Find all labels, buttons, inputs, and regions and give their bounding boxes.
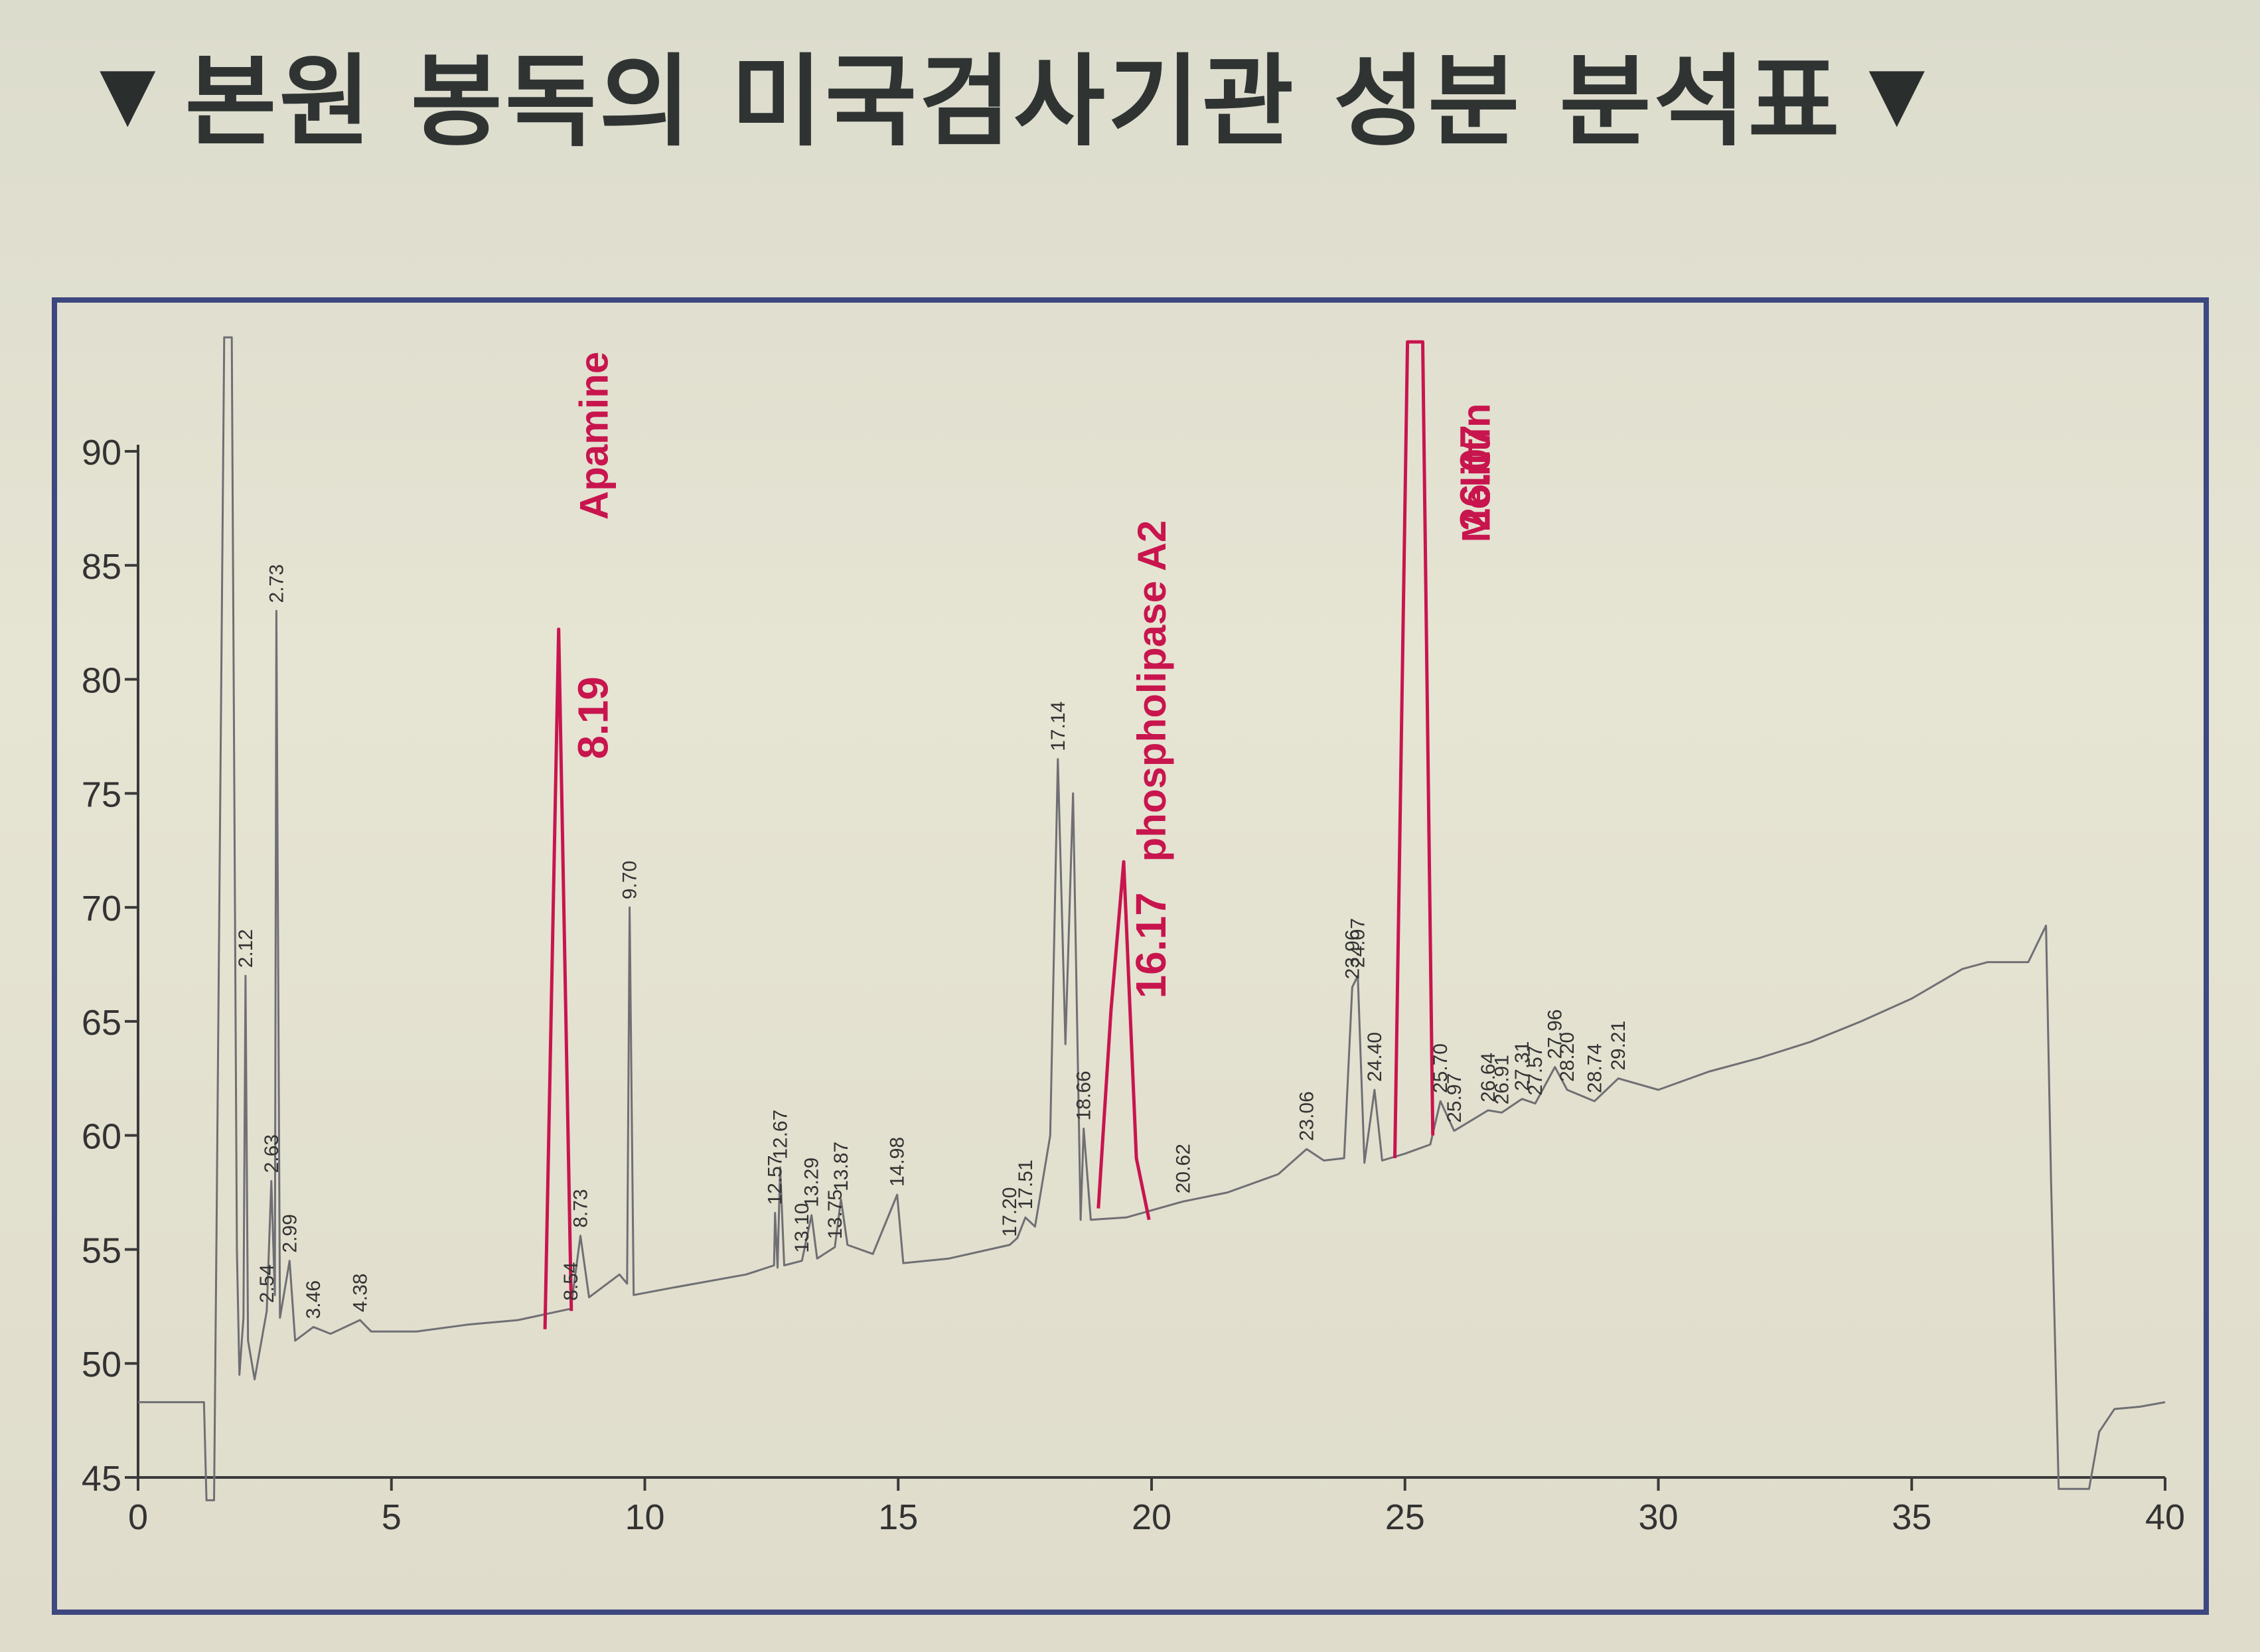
peak-label: 18.66: [1073, 1071, 1095, 1120]
peak-label: 28.20: [1556, 1032, 1578, 1082]
triangle-down-icon: ▼: [100, 50, 159, 135]
peak-label: 27.57: [1525, 1046, 1546, 1096]
peak-label: 13.10: [791, 1203, 813, 1253]
peak-label: 23.06: [1296, 1091, 1318, 1141]
x-tick-label: 40: [2145, 1497, 2185, 1537]
peak-label: 13.75: [824, 1189, 846, 1239]
peak-label: 29.21: [1608, 1021, 1629, 1071]
peak-label: 2.63: [261, 1134, 283, 1173]
y-tick-label: 75: [82, 775, 121, 814]
y-tick-label: 90: [82, 433, 121, 473]
triangle-down-icon: ▼: [1868, 50, 1928, 135]
peak-label: 8.73: [570, 1189, 592, 1227]
peak-label: 17.51: [1015, 1160, 1037, 1209]
x-tick-label: 35: [1892, 1497, 1931, 1537]
y-tick-label: 70: [82, 889, 121, 929]
x-tick-label: 25: [1385, 1497, 1425, 1537]
peak-label: 2.54: [256, 1264, 278, 1303]
peak-label: 28.74: [1584, 1043, 1606, 1093]
x-tick-label: 0: [128, 1497, 148, 1537]
y-tick-label: 60: [82, 1117, 121, 1157]
y-tick-label: 50: [82, 1345, 121, 1385]
y-tick-label: 65: [82, 1003, 121, 1043]
annotation-name: Apamine: [571, 352, 616, 520]
peak-label: 25.97: [1444, 1073, 1466, 1123]
annotations: 8.19 Apamine 16.17 phospholipase A2 26.07Mel…: [569, 352, 1499, 999]
peak-label: 2.73: [265, 564, 287, 603]
chart-frame: [52, 297, 2209, 1615]
peak-label: 17.20: [999, 1187, 1021, 1237]
title-text: 본원 봉독의 미국검사기관 성분 분석표: [185, 44, 1843, 160]
highlight-peak-line: [543, 627, 573, 1329]
y-tick-label: 85: [82, 547, 121, 587]
y-tick-label: 55: [82, 1231, 121, 1270]
peak-label: 20.62: [1172, 1144, 1194, 1193]
peak-label: 2.99: [279, 1214, 301, 1252]
peak-label: 3.46: [303, 1280, 325, 1319]
peak-label: 25.70: [1430, 1043, 1452, 1093]
axes: 0 5 10 15 20 25 30 35 40 45 50 55 60 65 70 75 80 85 90: [82, 433, 2185, 1537]
peak-label: 27.96: [1544, 1010, 1566, 1059]
highlight-peak-line: [1096, 860, 1151, 1221]
annotation-time: 16.17: [1127, 892, 1175, 998]
annotation-name: phospholipase A2: [1130, 520, 1174, 862]
y-tick-label: 80: [82, 661, 121, 701]
page-title: ▼ 본원 봉독의 미국검사기관 성분 분석표 ▼: [100, 20, 1925, 166]
peak-label: 27.31: [1511, 1041, 1533, 1091]
x-tick-label: 30: [1638, 1497, 1678, 1537]
peak-label: 8.54: [560, 1262, 582, 1300]
peak-label: 17.14: [1047, 702, 1069, 751]
peak-label: 24.40: [1364, 1032, 1386, 1082]
peak-label: 12.57: [765, 1155, 787, 1205]
peak-label: 23.96: [1341, 929, 1363, 979]
peak-labels: 2.12 2.54 2.63 2.73 2.99 3.46 4.38 8.54 8.73 9.70…: [235, 564, 1629, 1319]
peak-label: 14.98: [887, 1137, 909, 1187]
highlight-peak-line: [1393, 340, 1435, 1159]
peak-label: 13.29: [801, 1158, 823, 1207]
chromatogram-trace: [138, 336, 2166, 1501]
peak-label: 4.38: [349, 1274, 371, 1312]
peak-label: 2.12: [235, 929, 257, 968]
annotation-time: 8.19: [569, 676, 617, 759]
peak-label: 12.67: [769, 1110, 791, 1160]
peak-label: 26.64: [1477, 1053, 1499, 1102]
x-tick-label: 10: [625, 1497, 664, 1537]
y-tick-label: 45: [82, 1459, 121, 1499]
x-tick-label: 20: [1132, 1497, 1171, 1537]
annotation-time: 26.07: [1452, 425, 1499, 531]
peak-label: 24.07: [1347, 918, 1369, 968]
x-tick-label: 5: [382, 1497, 402, 1537]
peak-label: 13.87: [830, 1142, 852, 1191]
x-tick-label: 15: [878, 1497, 918, 1537]
annotation-name: Melittin: [1454, 403, 1499, 542]
peak-label: 9.70: [619, 861, 641, 899]
peak-label: 26.91: [1491, 1055, 1513, 1104]
traces: [138, 336, 2166, 1501]
